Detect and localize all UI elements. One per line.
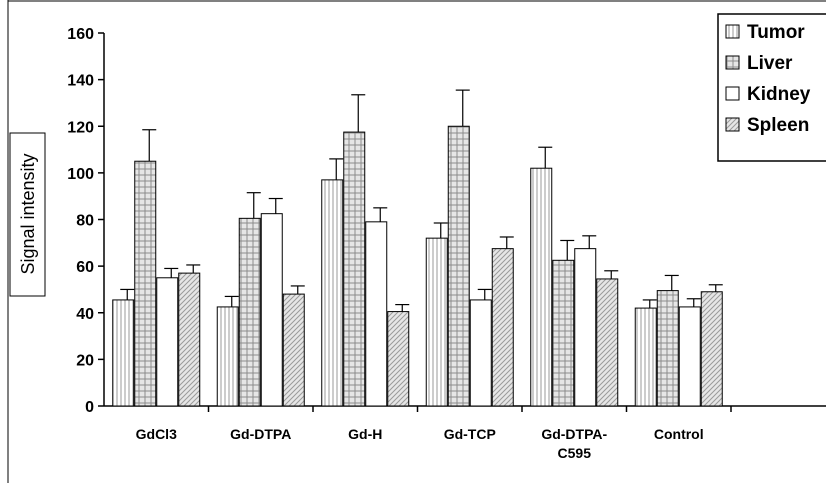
- bar-spleen-0: [178, 272, 201, 407]
- x-tick-label: Gd-DTPA: [230, 426, 291, 442]
- y-tick-label: 60: [76, 259, 94, 276]
- x-tick-label: Gd-TCP: [444, 426, 496, 442]
- y-axis-title: Signal intensity: [9, 132, 46, 297]
- bar-kidney-0: [156, 277, 179, 407]
- bar-liver-4: [552, 259, 575, 407]
- bar-spleen-4: [596, 278, 619, 407]
- bar-liver-2: [343, 131, 366, 407]
- bars: [112, 125, 723, 407]
- bar-spleen-1: [282, 293, 305, 407]
- y-tick-label: 160: [67, 26, 94, 43]
- y-tick-labels: 0 20 40 60 80 100 120 140 160: [67, 26, 94, 416]
- bar-liver-3: [447, 125, 470, 407]
- legend-swatch-liver: [725, 55, 740, 70]
- y-axis-title-text: Signal intensity: [18, 153, 38, 274]
- legend-label-kidney: Kidney: [747, 84, 811, 105]
- bar-tumor-3: [425, 237, 448, 407]
- y-tick-label: 120: [67, 119, 94, 136]
- y-tick-label: 0: [85, 399, 94, 416]
- bar-liver-5: [656, 290, 679, 407]
- bar-tumor-4: [530, 167, 553, 407]
- y-tick-label: 40: [76, 306, 94, 323]
- x-tick-label: C595: [558, 445, 592, 461]
- legend-swatch-tumor: [725, 24, 740, 39]
- y-tick-label: 80: [76, 213, 94, 230]
- y-axis-title-box: [9, 132, 46, 297]
- bar-kidney-1: [260, 213, 283, 407]
- legend-label-liver: Liver: [747, 53, 793, 74]
- bar-kidney-4: [574, 248, 597, 407]
- bar-tumor-2: [321, 179, 344, 407]
- bar-spleen-3: [491, 248, 514, 407]
- bar-kidney-3: [469, 299, 492, 407]
- x-tick-label: Gd-DTPA-: [541, 426, 607, 442]
- bar-spleen-2: [387, 311, 410, 407]
- legend-label-tumor: Tumor: [747, 22, 805, 43]
- legend: Tumor Liver Kidney Spleen: [717, 13, 826, 162]
- y-tick-label: 140: [67, 73, 94, 90]
- x-tick-label: Control: [654, 426, 704, 442]
- legend-label-spleen: Spleen: [747, 115, 809, 136]
- y-tick-label: 100: [67, 166, 94, 183]
- x-tick-label: GdCl3: [136, 426, 177, 442]
- bar-tumor-0: [112, 299, 135, 407]
- x-tick-label: Gd-H: [348, 426, 382, 442]
- bar-liver-1: [238, 217, 261, 407]
- category-labels: GdCl3 Gd-DTPA Gd-H Gd-TCP Gd-DTPA- C595 Contro…: [136, 426, 704, 461]
- bar-kidney-2: [365, 221, 388, 407]
- bar-tumor-5: [634, 307, 657, 407]
- y-tick-label: 20: [76, 352, 94, 369]
- bar-spleen-5: [700, 291, 723, 407]
- bar-kidney-5: [678, 306, 701, 407]
- bar-liver-0: [134, 160, 157, 407]
- error-bars: [120, 89, 723, 312]
- legend-swatch-spleen: [725, 117, 740, 132]
- bar-tumor-1: [216, 306, 239, 407]
- legend-swatch-kidney: [725, 86, 740, 101]
